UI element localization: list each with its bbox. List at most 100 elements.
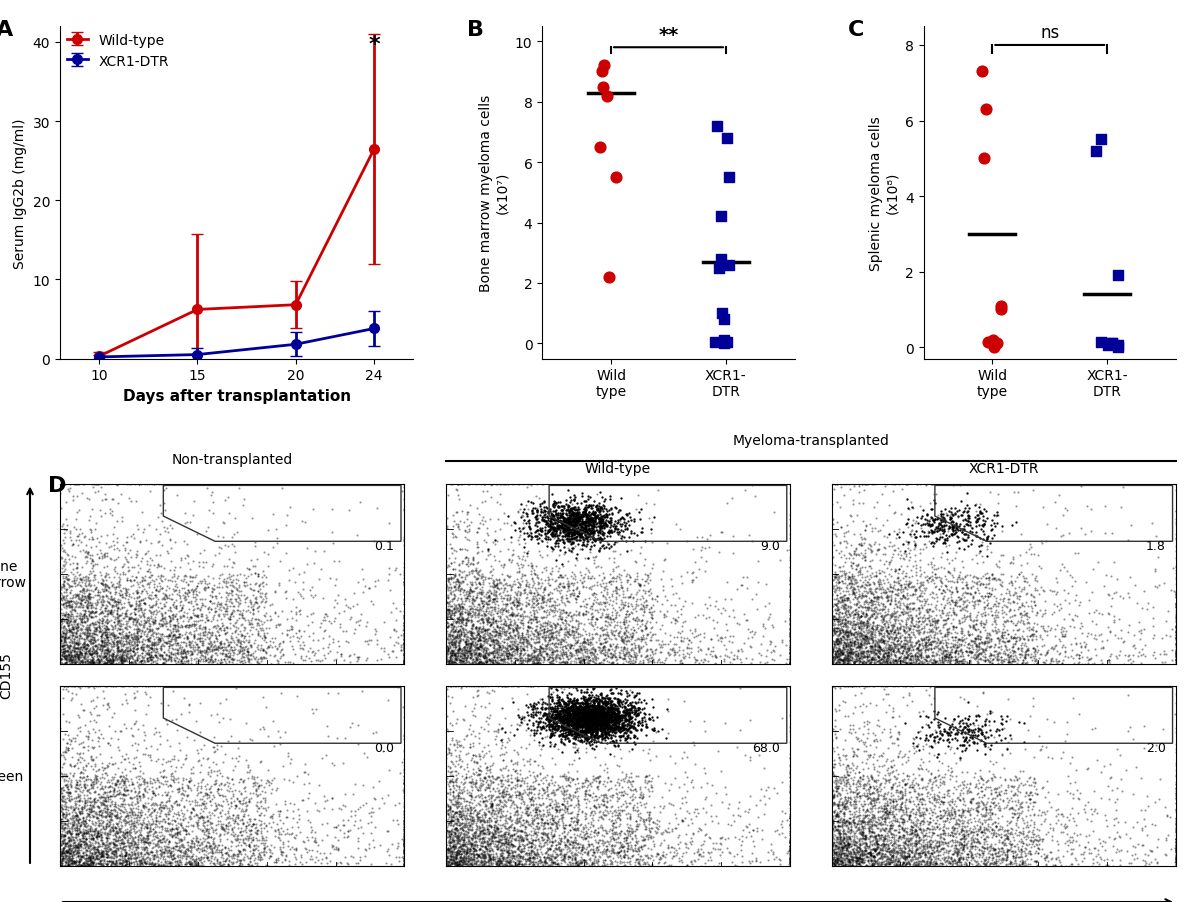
Point <box>625 782 644 796</box>
Point <box>1128 815 1147 829</box>
Point <box>580 708 599 723</box>
Point <box>84 645 103 659</box>
Point <box>1166 647 1186 661</box>
Point <box>895 624 914 639</box>
Point <box>607 815 626 829</box>
Point <box>578 513 598 528</box>
Point <box>443 814 462 828</box>
Point <box>366 624 385 639</box>
Point <box>506 618 526 632</box>
Point <box>972 784 991 798</box>
Point <box>200 588 220 603</box>
Point <box>918 557 937 571</box>
Point <box>446 772 466 787</box>
Point <box>565 716 584 731</box>
Point <box>276 797 295 812</box>
Point <box>583 527 602 541</box>
Point <box>216 647 235 661</box>
Point <box>541 516 560 530</box>
Point <box>995 615 1014 630</box>
Point <box>552 848 571 862</box>
Point <box>1019 648 1038 662</box>
Point <box>541 727 560 741</box>
Point <box>517 848 536 862</box>
Point <box>124 630 143 644</box>
Point <box>552 506 571 520</box>
Point <box>503 649 522 663</box>
Point <box>247 612 266 627</box>
Point <box>840 855 859 870</box>
Point <box>217 794 236 808</box>
Point <box>349 650 368 665</box>
Point <box>845 636 864 650</box>
Point <box>596 731 616 745</box>
Point <box>955 742 974 757</box>
Point <box>606 612 625 626</box>
Point <box>1084 824 1103 838</box>
Point <box>528 575 547 590</box>
Point <box>492 808 511 823</box>
Point <box>268 641 287 656</box>
Point <box>559 708 578 723</box>
Point <box>952 494 971 509</box>
Point <box>551 710 570 724</box>
Point <box>467 652 486 667</box>
Point <box>624 728 643 742</box>
Point <box>395 627 414 641</box>
Point <box>839 768 858 782</box>
Point <box>499 825 518 840</box>
Point <box>922 623 941 638</box>
Point <box>977 813 996 827</box>
Point <box>1046 655 1066 669</box>
Point <box>82 657 101 671</box>
Point <box>852 641 871 656</box>
Point <box>966 840 985 854</box>
Point <box>966 597 985 612</box>
Point <box>212 820 232 834</box>
Point <box>395 857 414 871</box>
Point <box>440 639 460 653</box>
Point <box>218 842 238 856</box>
Point <box>572 855 592 870</box>
Point <box>628 822 647 836</box>
Point <box>173 581 192 595</box>
Point <box>929 817 948 832</box>
Point <box>894 653 913 667</box>
Point <box>672 751 691 766</box>
Point <box>137 477 156 492</box>
Point <box>439 636 458 650</box>
Point <box>1046 852 1066 867</box>
Point <box>847 629 866 643</box>
Point <box>127 633 146 648</box>
Point <box>920 729 940 743</box>
Point <box>850 808 869 823</box>
Point <box>918 803 937 817</box>
Point <box>942 838 961 852</box>
Point <box>539 642 558 657</box>
Point <box>864 825 883 840</box>
Point <box>961 836 980 851</box>
Point <box>940 843 959 858</box>
Point <box>494 582 514 596</box>
Point <box>589 631 608 646</box>
Point <box>564 502 583 517</box>
Point <box>524 600 544 614</box>
Point <box>974 621 994 635</box>
Point <box>503 829 522 843</box>
Point <box>868 841 887 855</box>
Point <box>216 807 235 822</box>
Point <box>563 702 582 716</box>
Point <box>442 852 461 867</box>
Point <box>967 832 986 846</box>
Point <box>845 827 864 842</box>
Point <box>448 831 467 845</box>
Point <box>565 815 584 829</box>
Point <box>574 515 593 529</box>
Point <box>598 843 617 858</box>
Point <box>566 722 586 736</box>
Point <box>53 815 72 830</box>
Point <box>440 775 460 789</box>
Point <box>624 511 643 526</box>
Point <box>550 521 569 536</box>
Point <box>625 695 644 709</box>
